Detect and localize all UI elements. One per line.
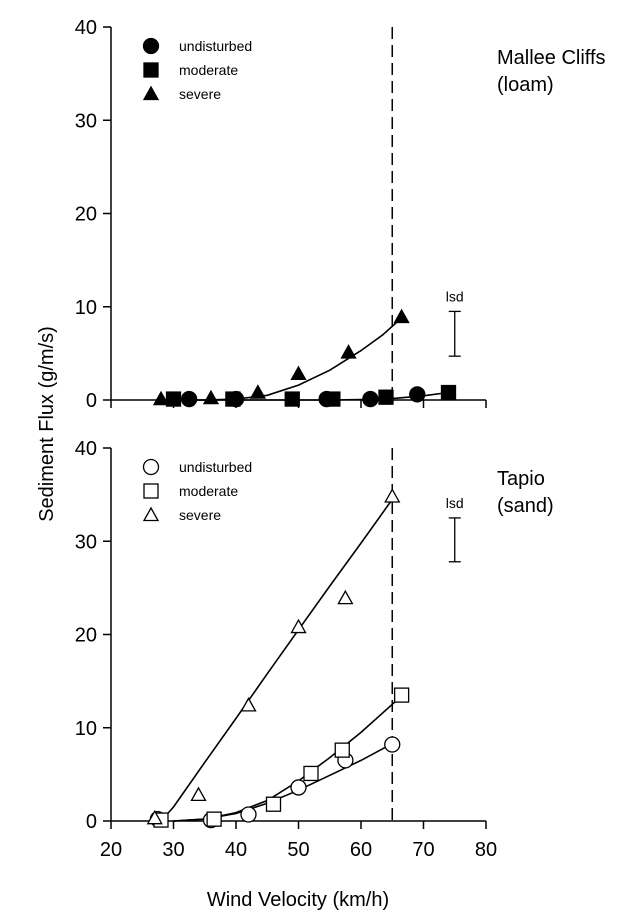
y-tick-label: 10 <box>75 718 97 740</box>
x-tick-label: 80 <box>475 839 497 861</box>
y-tick-label: 20 <box>75 625 97 647</box>
point-moderate <box>325 391 341 407</box>
legend-label-severe: severe <box>179 507 221 523</box>
point-severe <box>393 308 410 324</box>
point-moderate <box>440 384 457 401</box>
point-severe <box>240 697 257 712</box>
point-moderate <box>265 796 282 812</box>
x-tick-label: 40 <box>225 839 247 861</box>
x-tick-label: 30 <box>162 839 184 861</box>
fit-curve-severe <box>161 317 403 401</box>
point-undisturbed <box>180 390 198 408</box>
legend-label-moderate: moderate <box>179 483 238 499</box>
point-undisturbed <box>409 386 426 403</box>
y-tick-label: 0 <box>86 390 97 412</box>
site-label: Mallee Cliffs <box>497 47 606 69</box>
y-axis-label: Sediment Flux (g/m/s) <box>36 326 58 522</box>
panel-2: 0 10 20 30 40 20 30 40 50 60 70 80 undisturbed modera… <box>75 438 554 861</box>
x-axis-label: Wind Velocity (km/h) <box>207 889 389 911</box>
point-moderate <box>378 389 394 405</box>
point-undisturbed <box>240 806 257 823</box>
point-moderate <box>303 765 319 782</box>
point-severe <box>337 589 354 605</box>
fit-curve-severe <box>160 498 393 822</box>
point-undisturbed <box>384 736 401 753</box>
point-moderate <box>284 391 300 407</box>
legend-marker-undisturbed <box>142 458 160 476</box>
point-moderate <box>225 391 241 407</box>
point-severe <box>290 618 307 634</box>
legend-marker-undisturbed <box>142 37 160 55</box>
legend-label-undisturbed: undisturbed <box>179 38 252 54</box>
point-severe <box>249 384 266 399</box>
fit-curve-undisturbed <box>173 742 393 822</box>
point-undisturbed <box>290 779 307 796</box>
point-severe <box>152 390 170 406</box>
legend-marker-moderate <box>143 483 159 499</box>
point-severe <box>384 488 401 503</box>
point-moderate <box>206 811 222 827</box>
y-tick-label: 10 <box>75 297 97 319</box>
x-tick-label: 50 <box>287 839 309 861</box>
point-undisturbed <box>362 390 379 408</box>
y-tick-label: 30 <box>75 110 97 132</box>
legend-label-severe: severe <box>179 86 221 102</box>
legend-label-undisturbed: undisturbed <box>179 459 252 475</box>
fit-curve-undisturbed <box>161 391 449 401</box>
y-tick-label: 40 <box>75 438 97 460</box>
legend-marker-severe <box>142 506 160 522</box>
site-label: Tapio <box>497 468 545 490</box>
y-tick-label: 40 <box>75 17 97 39</box>
x-tick-label: 60 <box>350 839 372 861</box>
legend-marker-moderate <box>143 62 159 78</box>
point-severe <box>340 344 357 359</box>
x-tick-label: 70 <box>412 839 434 861</box>
point-moderate <box>165 391 182 407</box>
point-severe <box>202 389 220 405</box>
site-label: (sand) <box>497 495 554 517</box>
lsd-label: lsd <box>446 288 464 304</box>
legend-marker-severe <box>142 85 160 101</box>
y-tick-label: 30 <box>75 531 97 553</box>
panel-1: 0 10 20 30 40 undisturbed moderate severe lsd Mal… <box>75 17 606 412</box>
y-tick-label: 0 <box>86 811 97 833</box>
point-moderate <box>334 742 350 758</box>
point-severe <box>290 365 307 381</box>
lsd-label: lsd <box>446 495 464 511</box>
point-severe <box>146 809 163 825</box>
x-tick-label: 20 <box>100 839 122 861</box>
point-moderate <box>393 687 410 703</box>
site-label: (loam) <box>497 74 554 96</box>
point-severe <box>190 786 207 802</box>
legend-label-moderate: moderate <box>179 62 238 78</box>
y-tick-label: 20 <box>75 204 97 226</box>
